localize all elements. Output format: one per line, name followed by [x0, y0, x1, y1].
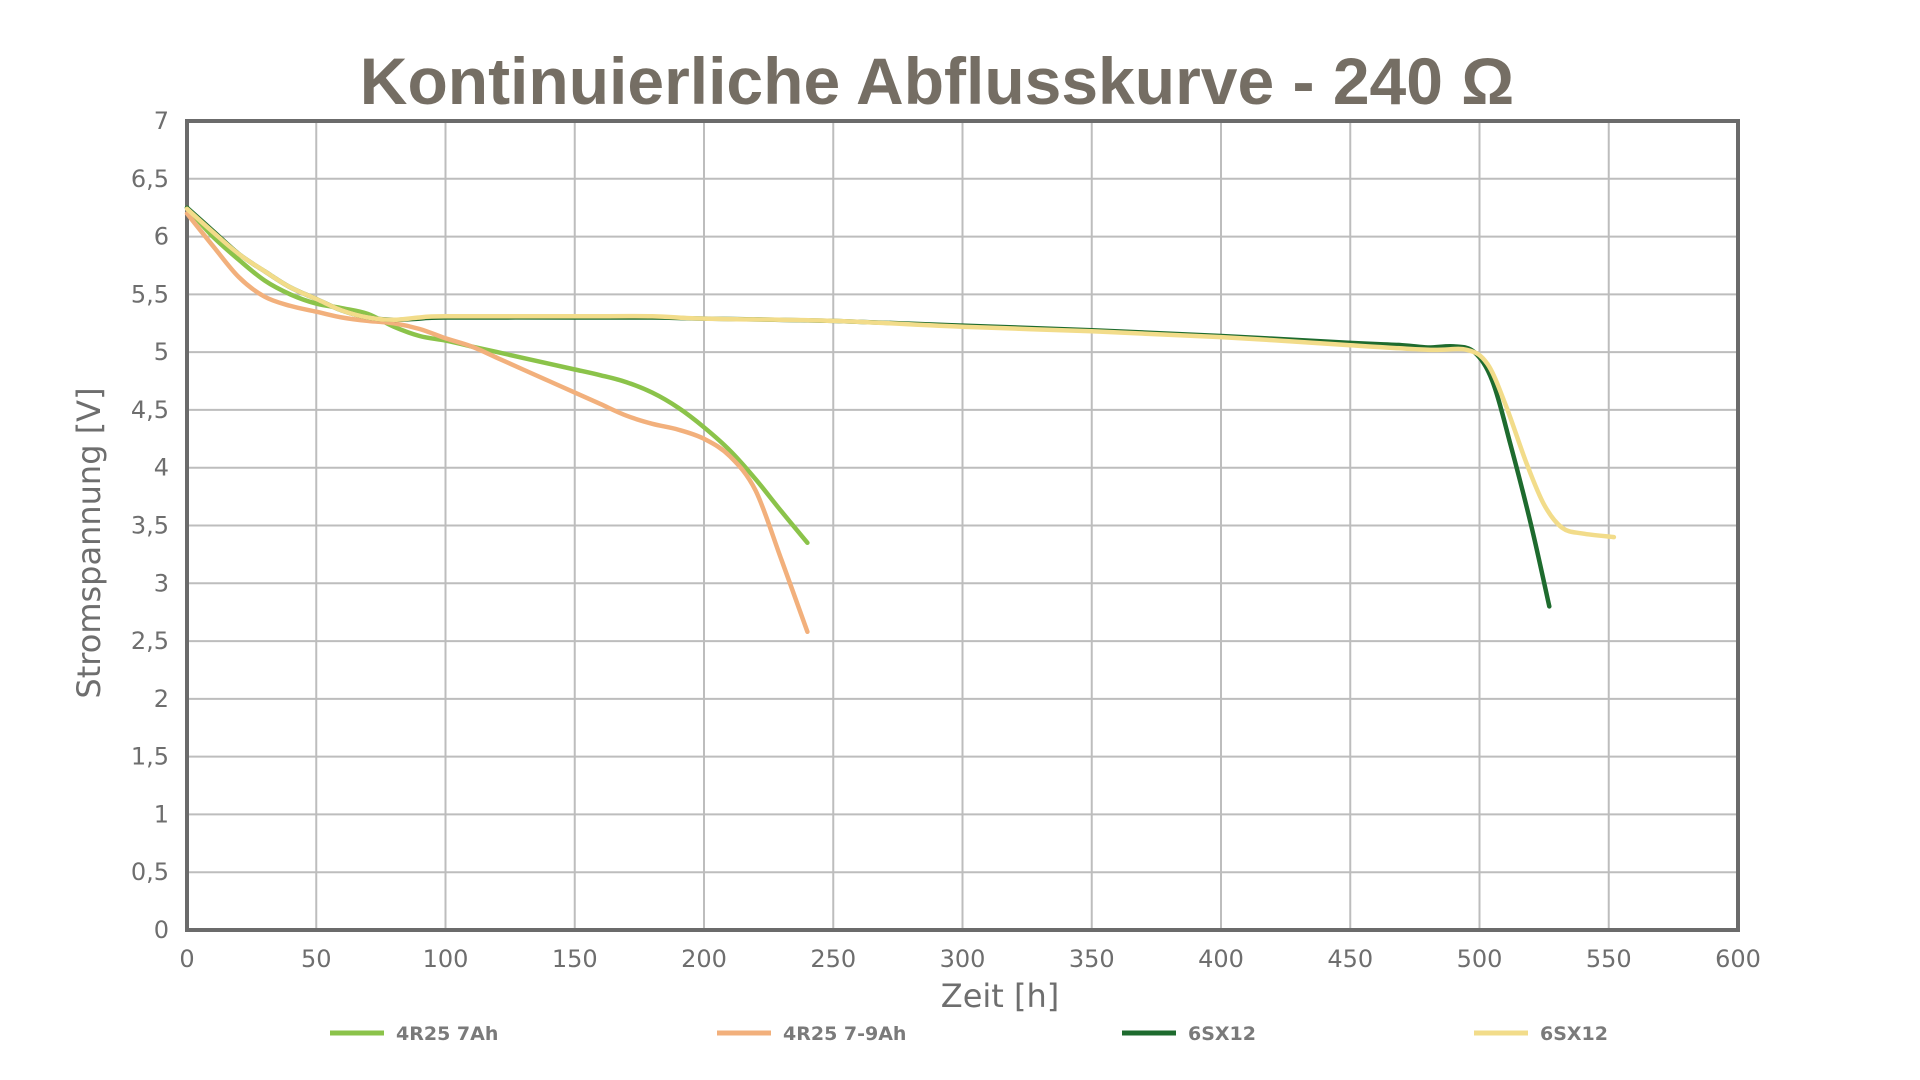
legend-item-4r25-7-9ah: 4R25 7-9Ah [717, 1023, 906, 1045]
legend-item-4r25-7ah: 4R25 7Ah [330, 1023, 498, 1045]
series-line-4r25-7ah [184, 205, 810, 546]
x-axis-ticks: 0 50 100 150 200 250 300 350 400 450 500 550 600 [179, 945, 1761, 973]
plot-area-frame [185, 119, 1740, 932]
series-line-6sx12-dark [184, 205, 1552, 609]
y-tick-label: 3,5 [131, 512, 169, 540]
legend-label: 6SX12 [1540, 1023, 1608, 1045]
legend-label: 6SX12 [1188, 1023, 1256, 1045]
x-tick-label: 400 [1198, 945, 1244, 973]
y-tick-label: 5,5 [131, 280, 169, 308]
x-tick-label: 50 [301, 945, 332, 973]
legend-item-6sx12-dark: 6SX12 [1122, 1023, 1256, 1045]
y-tick-label: 2 [154, 685, 169, 713]
y-tick-label: 1,5 [131, 743, 169, 771]
x-axis-title: Zeit [h] [941, 977, 1059, 1015]
series-line-6sx12-light [184, 206, 1617, 540]
x-tick-label: 450 [1327, 945, 1373, 973]
y-tick-label: 4,5 [131, 396, 169, 424]
x-tick-label: 600 [1715, 945, 1761, 973]
y-tick-label: 1 [154, 800, 169, 828]
y-axis-title: Stromspannung [V] [70, 387, 108, 698]
x-tick-label: 200 [681, 945, 727, 973]
y-tick-label: 2,5 [131, 627, 169, 655]
legend-label: 4R25 7Ah [396, 1023, 498, 1045]
legend-item-6sx12-light: 6SX12 [1474, 1023, 1608, 1045]
y-tick-label: 0,5 [131, 858, 169, 886]
x-tick-label: 100 [423, 945, 469, 973]
y-tick-label: 3 [154, 569, 169, 597]
x-tick-label: 0 [179, 945, 194, 973]
grid-lines [186, 120, 1739, 931]
x-tick-label: 150 [552, 945, 598, 973]
y-tick-label: 5 [154, 338, 169, 366]
y-tick-label: 6 [154, 223, 169, 251]
x-tick-label: 350 [1069, 945, 1115, 973]
y-tick-label: 0 [154, 916, 169, 944]
data-series-group [184, 205, 1617, 635]
y-tick-label: 6,5 [131, 165, 169, 193]
x-tick-label: 500 [1457, 945, 1503, 973]
x-tick-label: 300 [940, 945, 986, 973]
chart-title: Kontinuierliche Abflusskurve - 240 Ω [360, 44, 1514, 118]
legend-label: 4R25 7-9Ah [783, 1023, 906, 1045]
series-line-4r25-7-9ah [184, 211, 810, 635]
y-axis-ticks: 0 0,5 1 1,5 2 2,5 3 3,5 4 4,5 5 5,5 6 6,5 7 [131, 107, 169, 944]
x-tick-label: 550 [1586, 945, 1632, 973]
x-tick-label: 250 [810, 945, 856, 973]
y-tick-label: 7 [154, 107, 169, 135]
y-tick-label: 4 [154, 454, 169, 482]
legend: 4R25 7Ah 4R25 7-9Ah 6SX12 6SX12 [330, 1023, 1608, 1045]
